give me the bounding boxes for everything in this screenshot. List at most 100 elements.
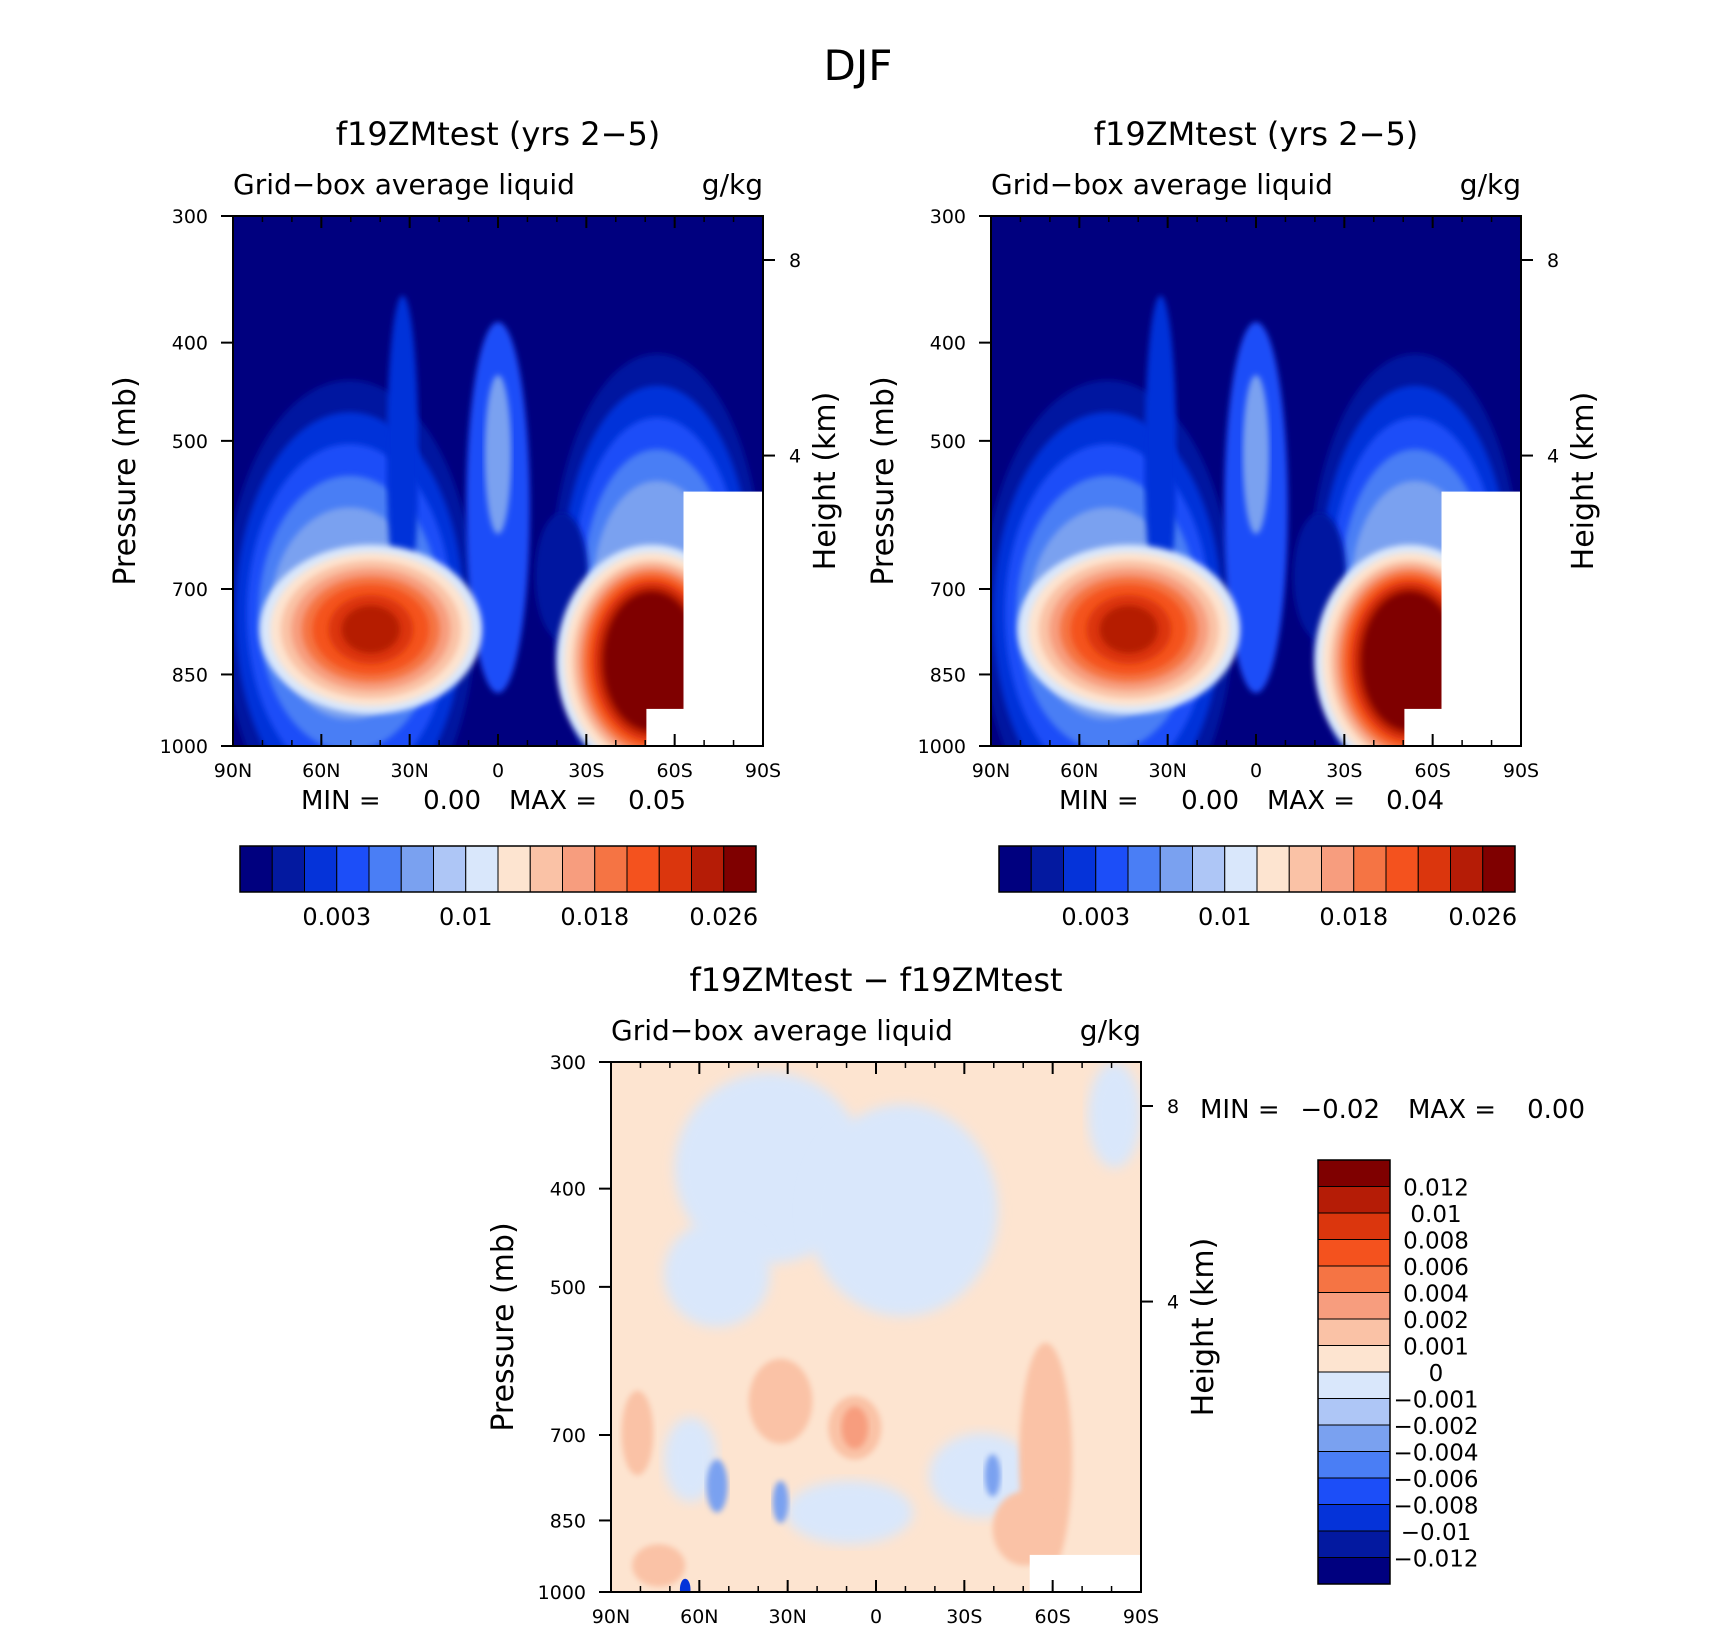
contour-positive-strong [841,1406,869,1449]
colorbar: 0.003 0.01 0.018 0.026 [998,845,1517,931]
min-label: MIN = [1200,1095,1280,1125]
colorbar-cell [1317,1345,1391,1373]
missing-data [1029,1554,1141,1592]
colorbar-label: 0.026 [1448,903,1517,931]
y-tick-label: 400 [550,1179,586,1201]
colorbar-label: 0.001 [1403,1335,1469,1361]
x-tick-label: 90N [214,760,252,782]
x-tick-label: 30S [568,760,604,782]
y-tick-label: 300 [930,206,966,228]
colorbar-cell [1256,845,1290,893]
colorbar-cell [1317,1371,1391,1399]
y-tick-label: 850 [930,664,966,686]
y-tick-label: 500 [550,1277,586,1299]
x-tick-label: 90S [745,760,781,782]
y-tick-label: 300 [550,1052,586,1074]
colorbar-cell [400,845,434,893]
contour-positive [621,1390,654,1476]
colorbar: 0.003 0.01 0.018 0.026 [239,845,758,931]
colorbar-label: 0.012 [1403,1176,1469,1202]
colorbar-cell [529,845,563,893]
colorbar-cell [1192,845,1226,893]
x-tick-label: 60S [657,760,693,782]
colorbar-cell [691,845,725,893]
min-value: −0.02 [1300,1095,1380,1125]
panel-subtitle-units: g/kg [1080,1014,1141,1047]
colorbar-cell [1321,845,1355,893]
colorbar-label: −0.006 [1393,1467,1478,1493]
y-right-tick-label: 4 [789,446,801,468]
colorbar-cell [1063,845,1097,893]
colorbar-cell [658,845,692,893]
colorbar-cell [1317,1504,1391,1532]
colorbar-cell [1317,1318,1391,1346]
contour-field [611,1062,1141,1592]
colorbar-label: 0.026 [689,903,758,931]
y-tick-label: 850 [172,664,208,686]
colorbar-label: 0.002 [1403,1308,1469,1334]
y-tick-label: 700 [550,1425,586,1447]
colorbar-label: −0.002 [1393,1414,1478,1440]
contour-nh-spike [386,295,419,614]
colorbar-label: 0.018 [560,903,629,931]
contour-tropics-core [1242,375,1270,534]
x-tick-label: 30S [1326,760,1362,782]
colorbar-cell [336,845,370,893]
panel-2: 90N 60N 30N 0 30S 60S 90S 300 400 500 700 850 1000 8 4… [866,115,1601,931]
colorbar-label: 0.018 [1319,903,1388,931]
contour-positive [992,1491,1057,1566]
colorbar-frame [239,845,757,893]
colorbar-cell [626,845,660,893]
contour-positive [632,1544,686,1587]
x-tick-label: 60S [1035,1606,1071,1628]
colorbar-cell [1317,1186,1391,1214]
missing-data [683,491,763,746]
colorbar-cell [1095,845,1129,893]
colorbar-label: 0.003 [302,903,371,931]
y-tick-label: 700 [172,579,208,601]
y-tick-label: 500 [930,431,966,453]
colorbar-cell [1317,1398,1391,1426]
max-label: MAX = [509,786,597,816]
colorbar-label: 0.008 [1403,1229,1469,1255]
x-tick-label: 30N [768,1606,806,1628]
y-tick-label: 1000 [160,736,208,758]
colorbar-label: 0.006 [1403,1255,1469,1281]
contour-negative-spot [679,1578,691,1592]
panel-title: f19ZMtest − f19ZMtest [689,961,1062,999]
colorbar-cell [1482,845,1516,893]
colorbar-cell [723,845,757,893]
colorbar-cell [1317,1477,1391,1505]
colorbar-cell [304,845,338,893]
contour-field [233,216,763,746]
min-value: 0.00 [1181,786,1239,816]
colorbar-cell [1317,1292,1391,1320]
x-tick-label: 30N [390,760,428,782]
contour-negative-strong [706,1459,728,1513]
panel-subtitle-units: g/kg [702,168,763,201]
colorbar-frame [1317,1159,1391,1585]
colorbar-cell [497,845,531,893]
colorbar-cell [594,845,628,893]
x-tick-label: 0 [492,760,504,782]
contour-negative-strong [772,1480,789,1524]
figure-title: DJF [824,41,893,90]
contour-negative-strong [984,1454,1001,1497]
x-tick-label: 90S [1503,760,1539,782]
x-tick-label: 90S [1123,1606,1159,1628]
colorbar-cell [562,845,596,893]
x-tick-label: 60N [680,1606,718,1628]
colorbar: 0.0120.010.0080.0060.0040.0020.0010−0.00… [1317,1159,1479,1585]
y-right-tick-label: 4 [1167,1292,1179,1314]
colorbar-cell [1385,845,1419,893]
min-label: MIN = [1059,786,1139,816]
y-axis-label-right: Height (km) [1186,1238,1221,1417]
x-tick-label: 90N [972,760,1010,782]
y-right-tick-label: 4 [1547,446,1559,468]
colorbar-cell [1317,1424,1391,1452]
contour-negative [807,1104,998,1317]
colorbar-cell [271,845,305,893]
y-tick-label: 500 [172,431,208,453]
colorbar-cell [465,845,499,893]
